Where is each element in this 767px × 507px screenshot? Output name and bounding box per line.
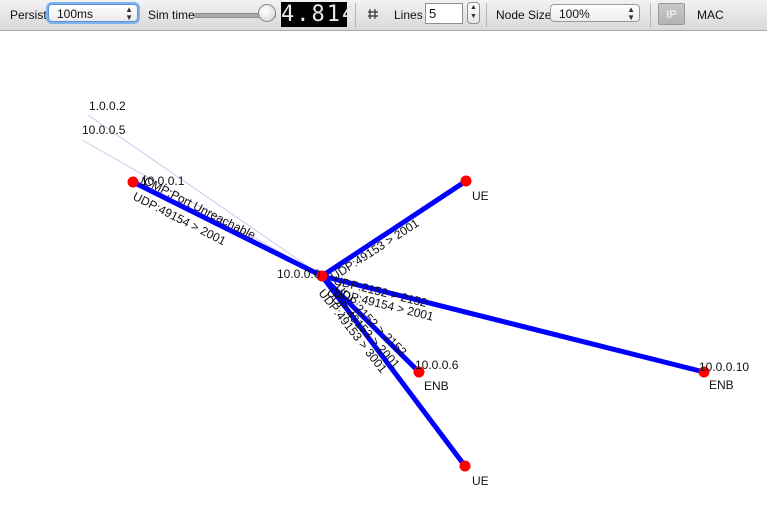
nodesize-select[interactable]: 100% ▲ ▼ [550,4,640,22]
packet-label: UDP:49153 > 2001 [328,216,422,284]
node-label: UE [472,474,489,488]
grid-lines-icon[interactable] [366,7,380,21]
network-canvas: UDP:49154 > 2001 ICMP:Port Unreachable U… [81,99,749,488]
link-10-0-0-1 [131,179,324,279]
toolbar-separator [355,3,356,27]
node-label: 10.0.0.10 [699,360,749,374]
lines-input[interactable]: 5 [425,3,463,24]
node-label: ENB [709,378,734,392]
node-label: 10.0.0.0 [277,267,321,281]
nodesize-label: Node Size [496,8,552,22]
node-10-0-0-1[interactable] [127,176,139,188]
simtime-label: Sim time [148,8,195,22]
updown-arrows-icon: ▲ ▼ [125,5,133,22]
toolbar-separator [650,3,651,27]
nodesize-select-value: 100% [559,7,590,21]
mac-toggle-button[interactable]: MAC [697,8,724,22]
node-enb-10[interactable] [698,366,710,378]
node-label: 1.0.0.2 [89,99,126,113]
lines-stepper[interactable]: ▲ ▼ [467,2,480,24]
ip-toggle-button[interactable]: IP [658,3,685,25]
simtime-display: 4.814 [281,2,358,27]
link-ue-bottom [320,274,467,468]
toolbar: Persist 100ms ▲ ▼ Sim time 4.814 Lines 5 … [0,0,767,31]
lines-label: Lines [394,8,423,22]
faint-link [87,114,323,277]
simtime-slider-knob[interactable] [258,4,276,22]
updown-arrows-icon: ▲ ▼ [627,5,635,22]
node-label: 10.0.0.1 [141,174,185,188]
persist-select-value: 100ms [57,7,94,21]
node-ue-top[interactable] [460,175,472,187]
node-center[interactable] [316,270,328,282]
node-label: UE [472,189,489,203]
persist-select[interactable]: 100ms ▲ ▼ [48,4,138,22]
node-label: 10.0.0.6 [415,358,459,372]
node-label: 10.0.0.5 [82,123,126,137]
link-ue-top [320,178,468,279]
link-enb-6 [320,274,421,374]
persist-label: Persist [10,8,47,22]
node-ue-bottom[interactable] [459,460,471,472]
link-enb-10 [321,273,705,375]
node-enb-6[interactable] [413,366,425,378]
toolbar-separator [486,3,487,27]
node-label: ENB [424,379,449,393]
